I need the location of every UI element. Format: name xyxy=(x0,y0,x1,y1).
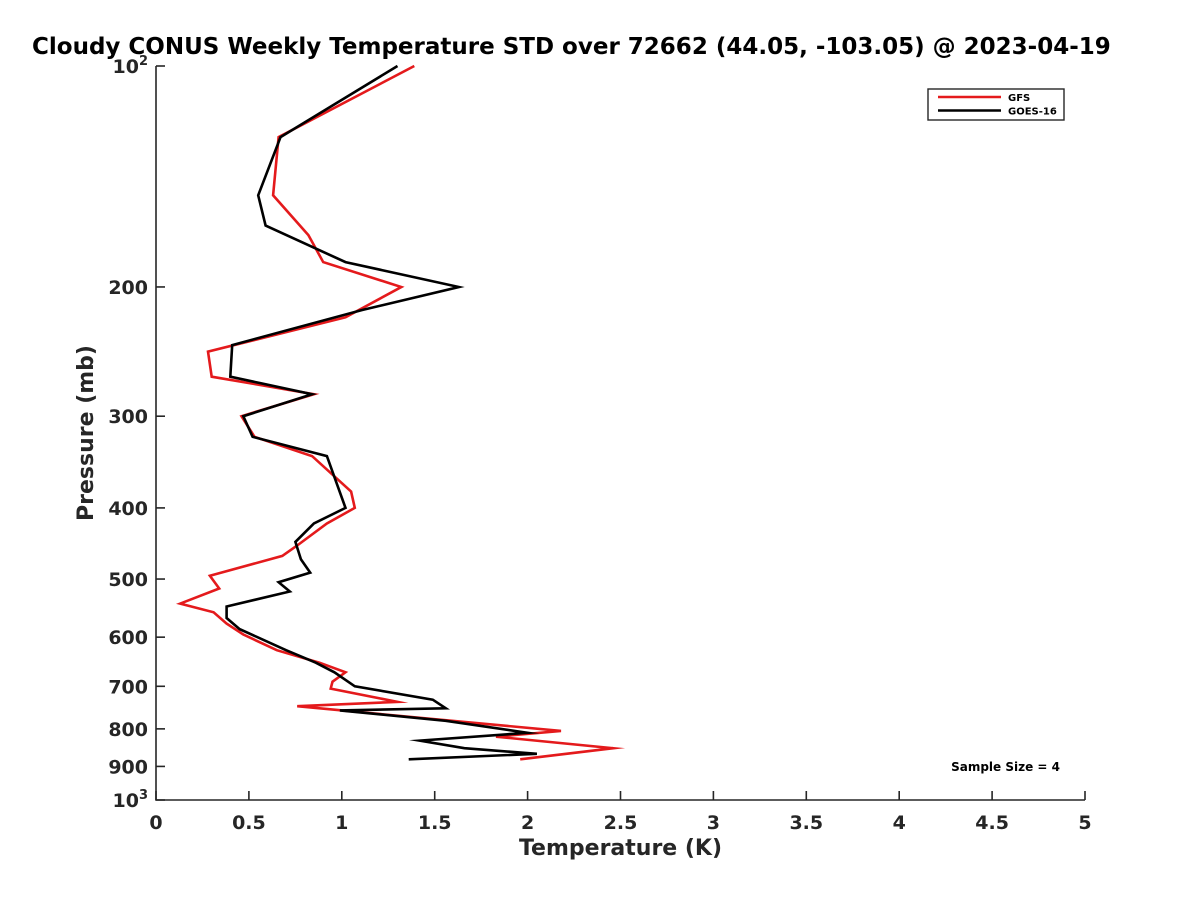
chart-title: Cloudy CONUS Weekly Temperature STD over… xyxy=(32,34,1111,60)
x-tick-label: 4 xyxy=(893,812,906,834)
legend-label: GFS xyxy=(1008,93,1030,104)
y-tick-label: 800 xyxy=(108,719,148,741)
axis-lines xyxy=(155,66,1085,801)
x-tick-label: 0 xyxy=(149,812,162,834)
y-tick-label: 200 xyxy=(108,277,148,299)
y-tick-label: 300 xyxy=(108,406,148,428)
legend: GFS GOES-16 xyxy=(927,88,1065,121)
plot-area xyxy=(175,64,626,761)
x-tick-label: 2 xyxy=(521,812,534,834)
x-tick-label: 2.5 xyxy=(604,812,638,834)
x-tick-label: 3 xyxy=(707,812,720,834)
x-tick-label: 5 xyxy=(1078,812,1091,834)
x-tick-label: 0.5 xyxy=(232,812,266,834)
legend-box xyxy=(927,88,1065,121)
x-tick-label: 1 xyxy=(335,812,348,834)
y-tick-label: 500 xyxy=(108,569,148,591)
series-line-gfs xyxy=(175,64,626,761)
series-line-goes-16 xyxy=(225,64,540,761)
y-tick-label: 103 xyxy=(113,788,149,812)
y-tick-label: 700 xyxy=(108,676,148,698)
x-axis-label: Temperature (K) xyxy=(519,836,722,861)
y-axis-label: Pressure (mb) xyxy=(74,345,99,521)
legend-label: GOES-16 xyxy=(1008,107,1057,118)
x-tick-label: 4.5 xyxy=(975,812,1009,834)
sample-size-annotation: Sample Size = 4 xyxy=(951,760,1060,774)
y-tick-label: 102 xyxy=(113,54,149,78)
axes: 0 0.5 1 1.5 2 2.5 3 3.5 4 4.5 5 102 200 300 400 500 600 7… xyxy=(108,54,1091,834)
y-tick-label: 600 xyxy=(108,627,148,649)
y-tick-label: 900 xyxy=(108,756,148,778)
x-tick-label: 3.5 xyxy=(789,812,823,834)
y-tick-label: 400 xyxy=(108,498,148,520)
x-tick-label: 1.5 xyxy=(418,812,452,834)
